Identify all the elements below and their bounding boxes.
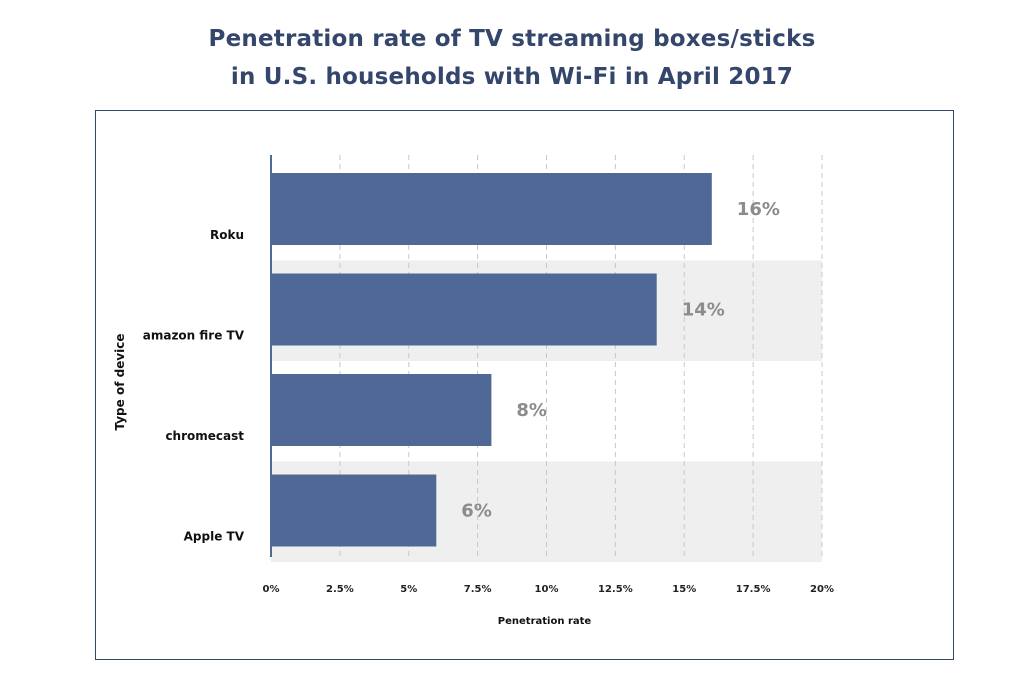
x-tick-labels: 0% 2.5% 5% 7.5% 10% 12.5% 15% 17.5% 20% <box>263 584 834 595</box>
category-label: Apple TV <box>184 530 245 544</box>
chart-title-line-2: in U.S. households with Wi-Fi in April 2… <box>230 64 794 90</box>
category-labels: Roku amazon fire TV chromecast Apple TV <box>143 228 245 544</box>
value-labels: 16% 14% 8% 6% <box>461 199 780 522</box>
x-tick-label: 20% <box>810 584 834 595</box>
bar <box>271 173 712 245</box>
category-label: chromecast <box>165 429 244 443</box>
x-tick-label: 0% <box>263 584 280 595</box>
chart-frame <box>95 110 954 660</box>
x-tick-label: 12.5% <box>598 584 633 595</box>
bar <box>271 374 492 446</box>
bar <box>271 273 657 346</box>
x-tick-label: 15% <box>672 584 696 595</box>
value-label: 14% <box>682 300 725 321</box>
bar <box>271 474 437 547</box>
chart-title-line-1: Penetration rate of TV streaming boxes/s… <box>208 26 816 52</box>
bars <box>271 173 712 547</box>
x-tick-label: 17.5% <box>736 584 771 595</box>
x-tick-label: 2.5% <box>326 584 354 595</box>
x-tick-label: 10% <box>535 584 559 595</box>
value-label: 8% <box>516 400 547 421</box>
y-axis-title: Type of device <box>113 333 127 430</box>
category-label: amazon fire TV <box>143 329 245 343</box>
chart-title: Penetration rate of TV streaming boxes/s… <box>0 20 1024 96</box>
x-tick-label: 5% <box>400 584 417 595</box>
x-axis-title: Penetration rate <box>498 616 592 627</box>
category-label: Roku <box>210 228 244 242</box>
value-label: 16% <box>737 199 780 220</box>
value-label: 6% <box>461 501 492 522</box>
x-tick-label: 7.5% <box>464 584 492 595</box>
